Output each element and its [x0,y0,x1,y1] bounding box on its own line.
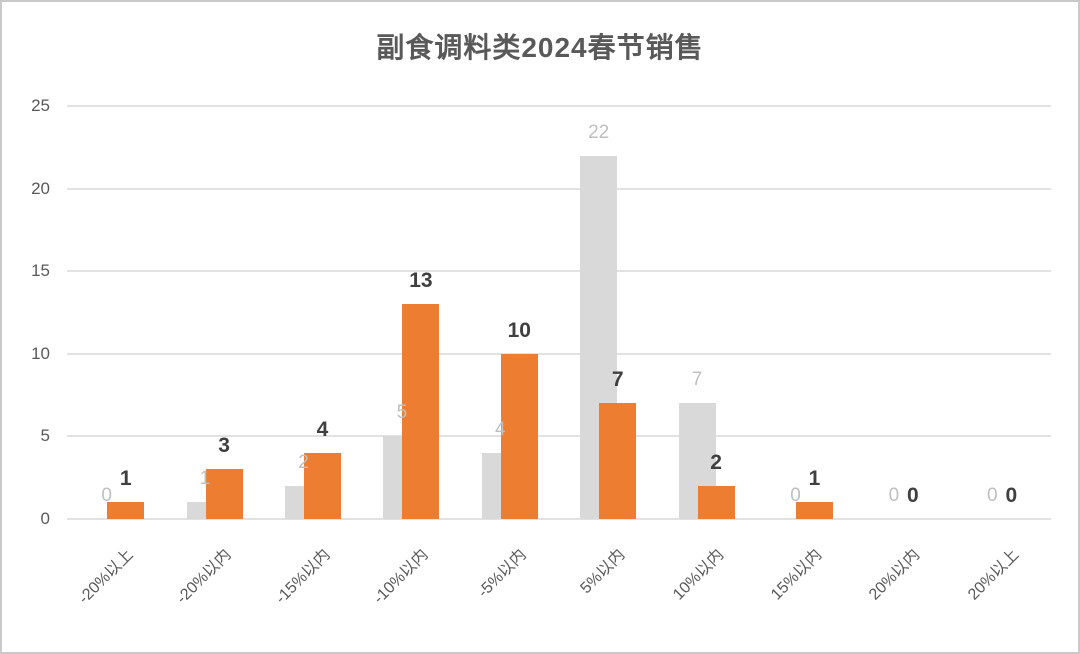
y-axis-tick-label: 20 [31,178,50,198]
bar-orange [500,353,538,519]
data-label-orange: 1 [808,467,821,491]
bar-orange [107,502,145,519]
y-axis-tick-label: 25 [31,96,50,115]
data-label-gray: 4 [495,418,506,440]
data-label-orange: 10 [507,318,531,342]
x-axis-category-label: -5%以内 [475,546,531,602]
data-label-gray: 2 [298,451,309,473]
data-label-orange: 13 [409,269,433,293]
x-axis-category-label: -10%以内 [370,546,432,608]
gridline [67,518,1051,520]
data-label-gray: 22 [588,121,610,143]
data-label-orange: 0 [907,484,919,507]
data-label-orange: 2 [710,450,722,474]
x-axis-category-label: 10%以内 [669,546,727,604]
data-label-gray: 7 [691,369,703,391]
x-axis-category-label: -20%以上 [75,546,137,608]
data-label-orange: 0 [1005,484,1018,507]
gridline [67,435,1051,438]
gridline [67,352,1051,355]
y-axis-tick-label: 15 [31,261,50,281]
gridline [67,187,1051,190]
bar-orange [304,452,341,519]
gridline [67,270,1051,273]
x-axis-category-label: 15%以内 [767,546,826,604]
x-axis-category-label: -15%以内 [272,546,334,608]
y-axis-tick-label: 10 [31,343,50,363]
data-label-gray: 1 [199,468,211,490]
y-axis-tick-label: 5 [40,426,50,446]
bar-orange [402,304,440,519]
data-label-gray: 0 [101,485,112,506]
x-axis-category-label: 20%以内 [866,546,924,604]
y-axis-tick-label: 0 [40,509,50,528]
data-label-gray: 0 [790,485,801,506]
bar-orange [697,485,735,519]
data-label-orange: 3 [218,434,230,458]
data-label-orange: 1 [119,467,132,491]
x-axis-category-label: 5%以内 [577,546,629,598]
chart-title: 副食调料类2024春节销售 [376,32,704,63]
bar-orange [796,502,833,519]
data-label-orange: 4 [316,417,329,441]
x-axis-category-label: 20%以上 [964,546,1023,604]
data-label-gray: 5 [396,402,408,424]
gridline [67,105,1051,107]
x-axis-category-label: -20%以内 [173,546,235,608]
data-label-gray: 0 [888,485,900,506]
bar-orange [205,469,243,519]
data-label-gray: 0 [987,485,998,506]
bar-orange [599,403,637,519]
data-label-orange: 7 [611,368,624,392]
